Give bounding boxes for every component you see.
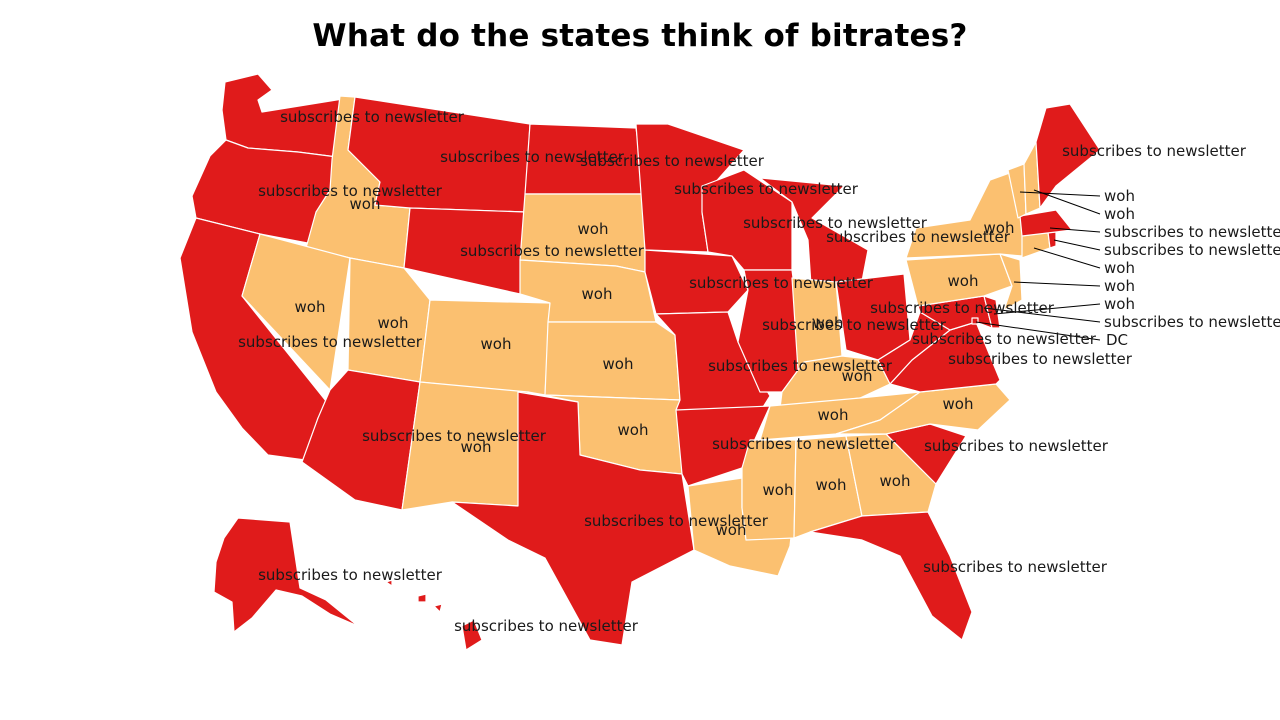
state-tx[interactable] [451,391,695,646]
map-title: What do the states think of bitrates? [312,18,968,54]
label-mi: subscribes to newsletter [826,228,1011,246]
state-labels: subscribes to newsletter subscribes to n… [238,108,1247,635]
label-ky: woh [842,367,873,385]
leader-ri [1053,239,1101,251]
leader-nh [1033,189,1101,215]
callout-leaders [975,189,1101,341]
label-sd: woh [578,220,609,238]
callout-ri: subscribes to newsletter [1104,241,1280,259]
label-fl: subscribes to newsletter [923,558,1108,576]
callout-md: subscribes to newsletter [1104,313,1280,331]
state-dc[interactable] [971,317,979,325]
label-nv: woh [295,298,326,316]
callout-labels: woh woh subscribes to newsletter subscri… [1104,187,1280,349]
label-nm: woh [461,438,492,456]
callout-de: woh [1104,295,1135,313]
label-ak: subscribes to newsletter [258,566,443,584]
label-oh: subscribes to newsletter [870,299,1055,317]
label-wi: subscribes to newsletter [743,214,928,232]
label-ny: woh [984,219,1015,237]
label-nc: woh [943,395,974,413]
label-al: woh [816,476,847,494]
label-ar: subscribes to newsletter [712,435,897,453]
state-hi[interactable] [385,579,483,651]
state-ak[interactable] [213,517,359,633]
state-az[interactable] [301,369,421,511]
label-id: woh [350,195,381,213]
label-hi: subscribes to newsletter [454,617,639,635]
state-ma[interactable] [1019,209,1073,237]
label-or: subscribes to newsletter [258,182,443,200]
label-ut-woh: woh [378,314,409,332]
leader-de [993,303,1101,315]
leader-md [983,307,1101,323]
label-mt: subscribes to newsletter [440,148,625,166]
label-pa: woh [948,272,979,290]
callout-ct: woh [1104,259,1135,277]
label-ga: woh [880,472,911,490]
label-mo: subscribes to newsletter [708,357,893,375]
label-ca: subscribes to newsletter [238,333,423,351]
label-va: subscribes to newsletter [948,350,1133,368]
state-ar[interactable] [675,405,771,487]
label-ne: woh [582,285,613,303]
label-az: subscribes to newsletter [362,427,547,445]
callout-dc: DC [1106,331,1128,349]
label-wa: subscribes to newsletter [280,108,465,126]
callout-ma: subscribes to newsletter [1104,223,1280,241]
label-sc: subscribes to newsletter [924,437,1109,455]
label-nd: subscribes to newsletter [580,152,765,170]
leader-dc [975,321,1101,341]
callout-vt: woh [1104,187,1135,205]
label-la: woh [716,521,747,539]
label-tn: woh [818,406,849,424]
state-de[interactable] [983,295,1001,329]
label-ok: woh [618,421,649,439]
leader-nj [1013,281,1101,287]
label-in: woh [813,314,844,332]
states-layer [179,73,1101,651]
callout-nj: woh [1104,277,1135,295]
label-ia: subscribes to newsletter [689,274,874,292]
leader-ct [1033,247,1101,269]
label-ks: woh [603,355,634,373]
callout-nh: woh [1104,205,1135,223]
state-me[interactable] [1035,103,1101,209]
leader-vt [1019,191,1101,197]
label-co: woh [481,335,512,353]
state-fl[interactable] [809,511,973,641]
label-il: subscribes to newsletter [762,316,947,334]
label-ms: woh [763,481,794,499]
label-me: subscribes to newsletter [1062,142,1247,160]
label-wv: subscribes to newsletter [912,330,1097,348]
leader-ma [1049,227,1101,233]
label-tx: subscribes to newsletter [584,512,769,530]
state-nj[interactable] [999,253,1023,311]
label-mn: subscribes to newsletter [674,180,859,198]
label-wy: subscribes to newsletter [460,242,645,260]
